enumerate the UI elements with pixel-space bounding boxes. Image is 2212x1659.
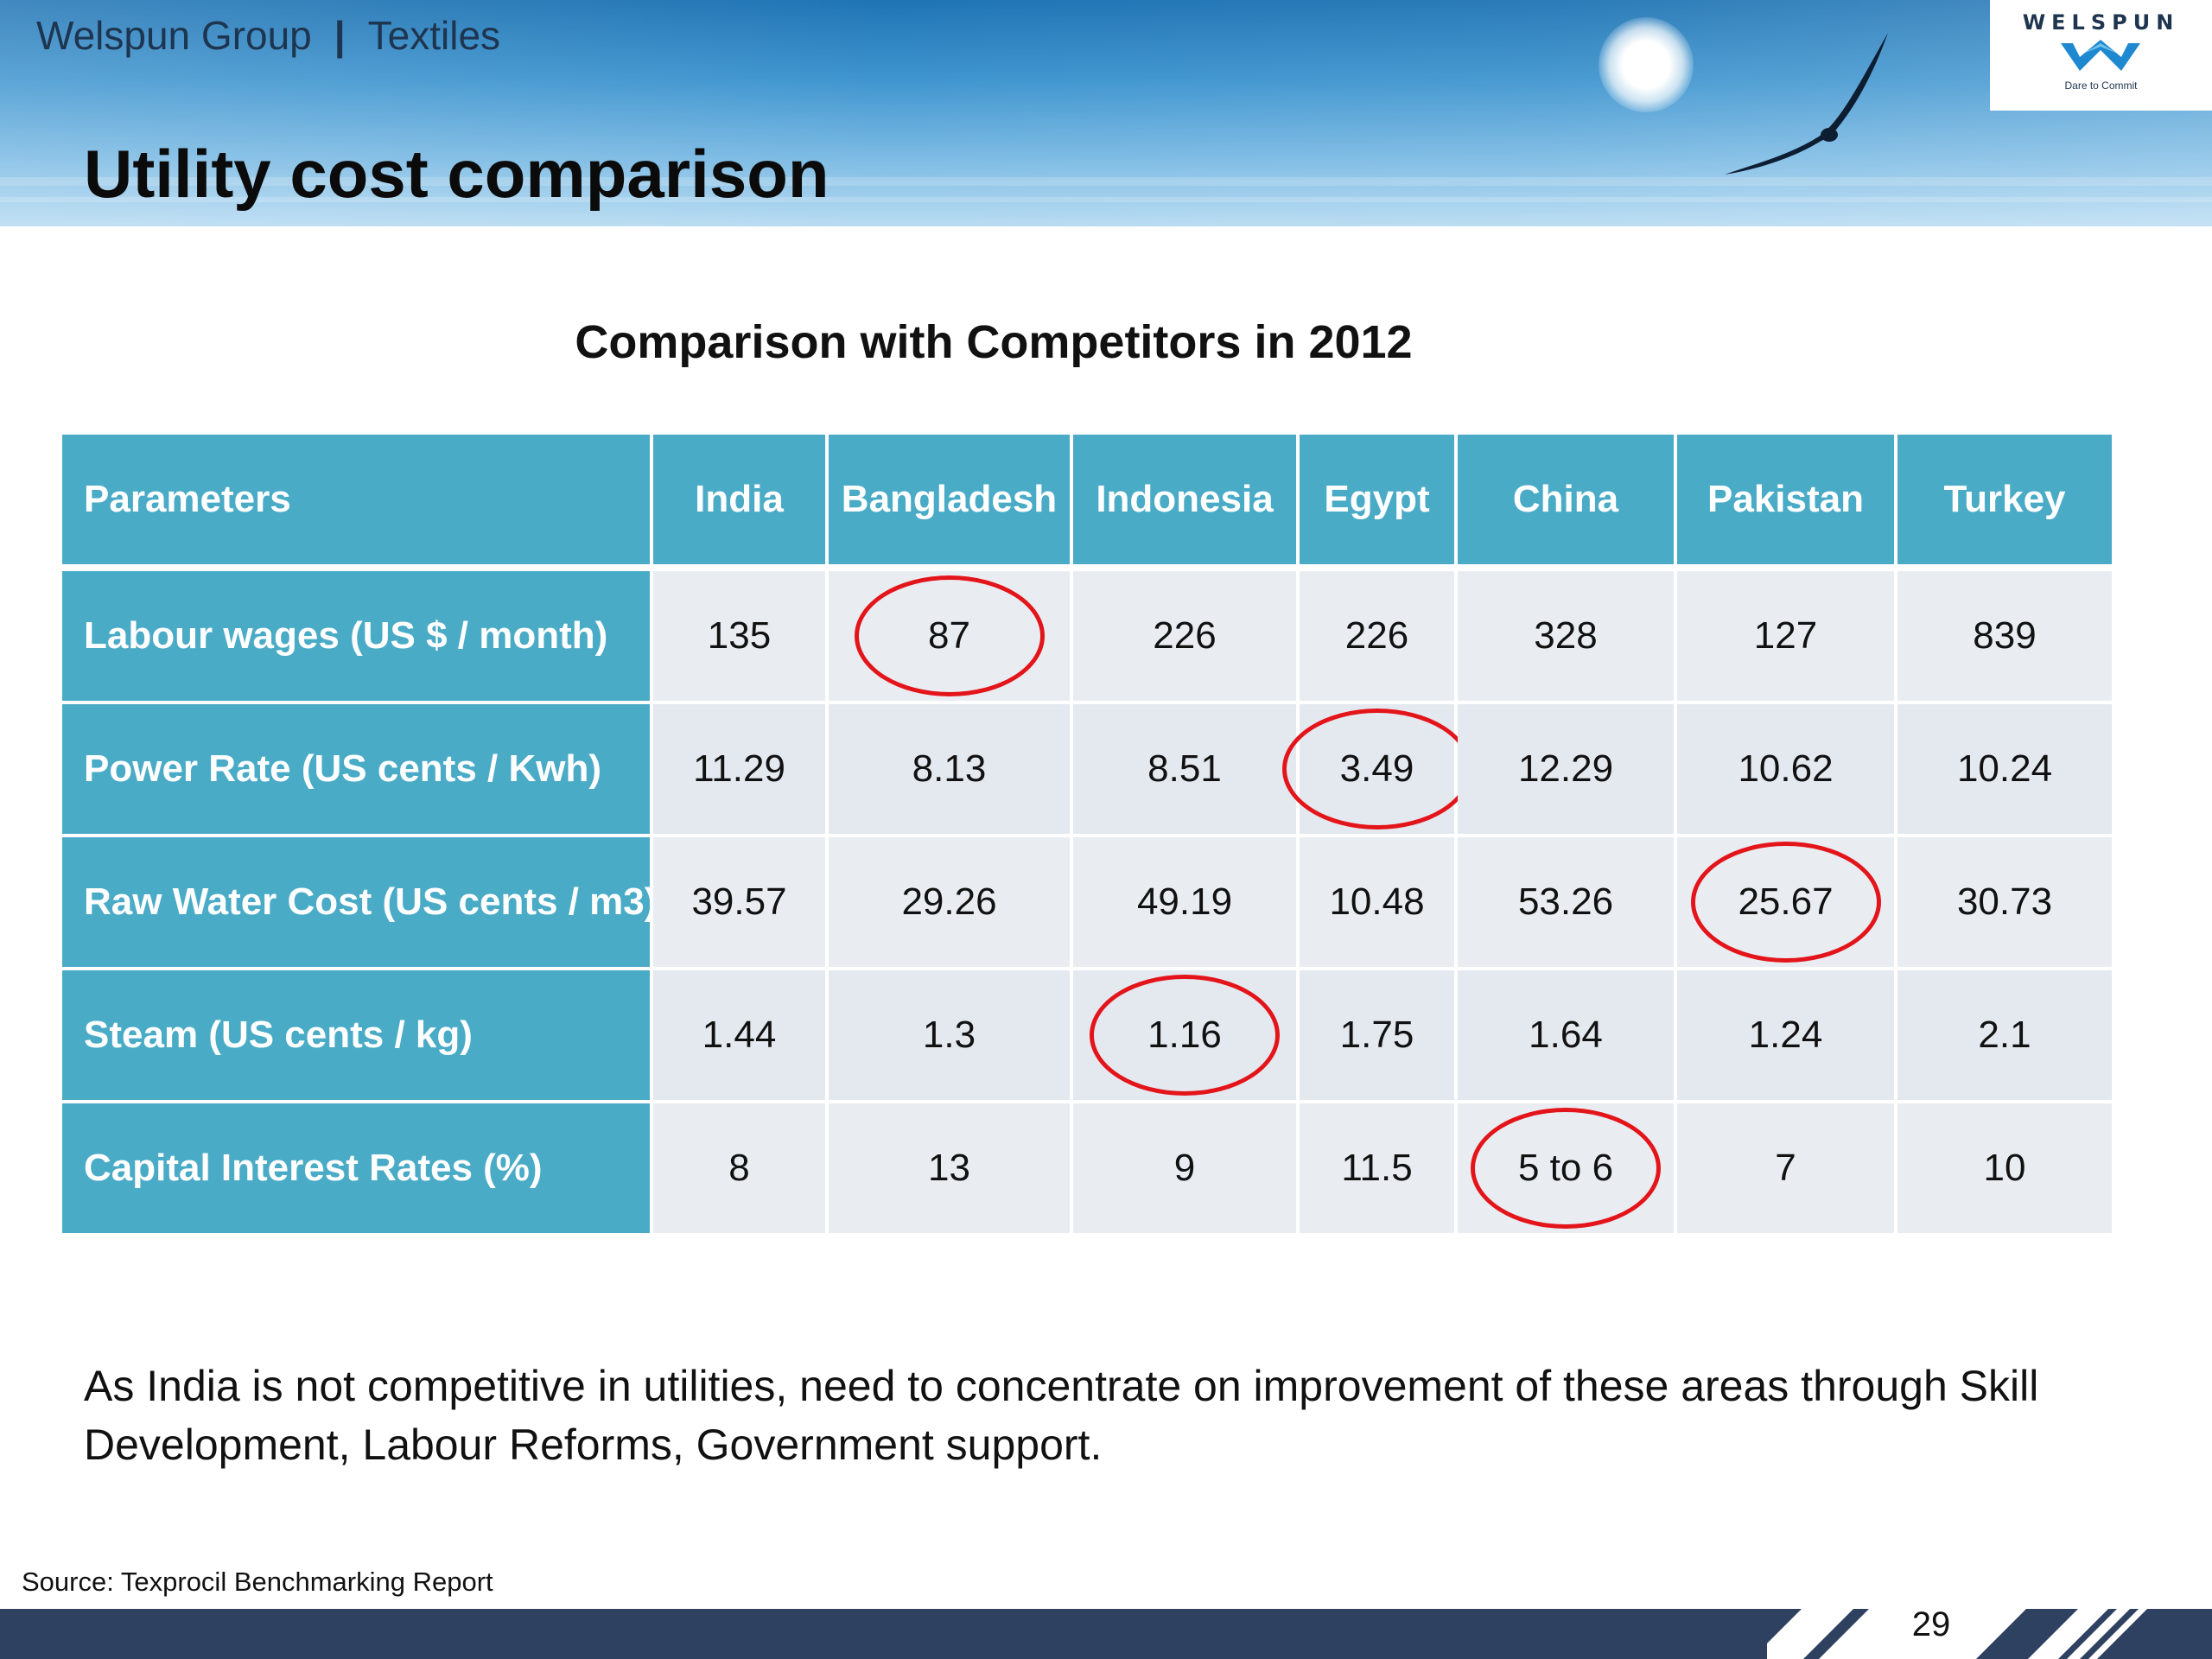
page-title: Utility cost comparison	[84, 136, 830, 212]
column-header-bangladesh: Bangladesh	[829, 435, 1073, 571]
table-cell: 8.51	[1073, 704, 1300, 837]
table-cell: 8	[653, 1103, 829, 1236]
source-note: Source: Texprocil Benchmarking Report	[22, 1567, 493, 1597]
row-label: Power Rate (US cents / Kwh)	[62, 704, 653, 837]
table-row-labour-wages: Labour wages (US $ / month) 135 87 226 2…	[62, 571, 2115, 704]
column-header-egypt: Egypt	[1300, 435, 1458, 571]
table-cell: 53.26	[1458, 837, 1677, 970]
table-row-capital-interest: Capital Interest Rates (%) 8 13 9 11.5 5…	[62, 1103, 2115, 1236]
table-cell: 10.48	[1300, 837, 1458, 970]
table-cell: 10.24	[1897, 704, 2115, 837]
table-cell: 839	[1897, 571, 2115, 704]
table-cell: 226	[1073, 571, 1300, 704]
header-banner: Welspun Group | Textiles Utility cost comp…	[0, 0, 2212, 226]
table-row-power-rate: Power Rate (US cents / Kwh) 11.29 8.13 8…	[62, 704, 2115, 837]
table-cell-highlighted: 25.67	[1677, 837, 1897, 970]
table-cell: 1.24	[1677, 970, 1897, 1103]
comparison-table: Parameters India Bangladesh Indonesia Eg…	[62, 435, 2115, 1236]
cell-value: 1.16	[1147, 1014, 1222, 1056]
bird-icon	[1725, 33, 1888, 175]
logo-w-icon	[2061, 40, 2140, 71]
breadcrumb-division: Textiles	[367, 13, 501, 58]
table-cell: 13	[829, 1103, 1073, 1236]
logo-tagline: Dare to Commit	[2064, 79, 2138, 92]
column-header-turkey: Turkey	[1897, 435, 2115, 571]
table-row-raw-water-cost: Raw Water Cost (US cents / m3) 39.57 29.…	[62, 837, 2115, 970]
table-cell: 1.3	[829, 970, 1073, 1103]
page-number: 29	[1911, 1605, 1951, 1643]
table-cell-highlighted: 1.16	[1073, 970, 1300, 1103]
banner-stripe	[0, 177, 2212, 186]
column-header-china: China	[1458, 435, 1677, 571]
row-label: Raw Water Cost (US cents / m3)	[62, 837, 657, 970]
row-label: Capital Interest Rates (%)	[62, 1103, 653, 1236]
table-header-row: Parameters India Bangladesh Indonesia Eg…	[62, 435, 2115, 571]
table-cell: 10	[1897, 1103, 2115, 1236]
cell-value: 5 to 6	[1517, 1147, 1614, 1189]
table-cell: 39.57	[653, 837, 829, 970]
table-cell: 127	[1677, 571, 1897, 704]
table-cell: 1.75	[1300, 970, 1458, 1103]
breadcrumb-company: Welspun Group	[36, 13, 312, 58]
cell-value: 3.49	[1339, 747, 1414, 790]
table-cell: 49.19	[1073, 837, 1300, 970]
table-cell: 1.64	[1458, 970, 1677, 1103]
table-cell: 11.29	[653, 704, 829, 837]
cell-value: 87	[928, 614, 970, 657]
table-cell: 135	[653, 571, 829, 704]
logo-wordmark: WELSPUN	[2022, 10, 2180, 35]
welspun-logo: WELSPUN Dare to Commit	[1990, 0, 2212, 111]
table-cell: 226	[1300, 571, 1458, 704]
table-cell: 2.1	[1897, 970, 2115, 1103]
table-cell-highlighted: 87	[829, 571, 1073, 704]
table-title: Comparison with Competitors in 2012	[0, 315, 1987, 369]
column-header-pakistan: Pakistan	[1677, 435, 1897, 571]
banner-stripe	[0, 197, 2212, 202]
column-header-parameters: Parameters	[62, 435, 653, 571]
table-cell-highlighted: 5 to 6	[1458, 1103, 1677, 1236]
table-cell: 11.5	[1300, 1103, 1458, 1236]
footer-stripes-decoration	[1767, 1609, 2147, 1659]
sun-image	[1599, 17, 1694, 112]
table-cell-highlighted: 3.49	[1281, 704, 1472, 837]
row-label: Labour wages (US $ / month)	[62, 571, 653, 704]
breadcrumb: Welspun Group | Textiles	[36, 12, 500, 59]
table-cell: 328	[1458, 571, 1677, 704]
table-title-text: Comparison with Competitors in 2012	[575, 316, 1413, 368]
table-cell: 12.29	[1458, 704, 1677, 837]
table-cell: 1.44	[653, 970, 829, 1103]
table-cell: 10.62	[1677, 704, 1897, 837]
column-header-india: India	[653, 435, 829, 571]
table-cell: 7	[1677, 1103, 1897, 1236]
table-cell: 29.26	[829, 837, 1073, 970]
table-cell: 30.73	[1897, 837, 2115, 970]
table-cell: 8.13	[829, 704, 1073, 837]
cell-value: 25.67	[1738, 880, 1834, 923]
table-cell: 9	[1073, 1103, 1300, 1236]
breadcrumb-separator: |	[334, 13, 346, 58]
column-header-indonesia: Indonesia	[1073, 435, 1300, 571]
table-row-steam: Steam (US cents / kg) 1.44 1.3 1.16 1.75…	[62, 970, 2115, 1103]
row-label: Steam (US cents / kg)	[62, 970, 653, 1103]
conclusion-text: As India is not competitive in utilities…	[84, 1362, 2039, 1469]
